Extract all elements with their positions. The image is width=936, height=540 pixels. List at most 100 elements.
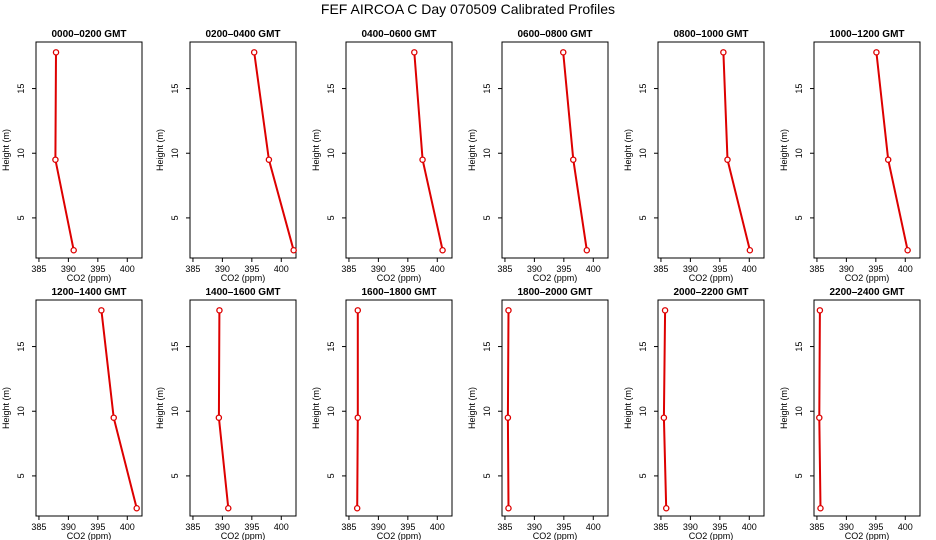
x-tick-label: 385 xyxy=(185,264,200,274)
x-tick-label: 400 xyxy=(898,522,913,532)
panel-title: 0600–0800 GMT xyxy=(517,29,592,40)
data-point xyxy=(583,246,591,254)
data-point xyxy=(661,307,669,314)
panel-title: 1200–1400 GMT xyxy=(51,287,126,298)
y-tick-label: 5 xyxy=(638,473,648,478)
data-point xyxy=(662,504,670,512)
y-tick-label: 5 xyxy=(16,215,26,220)
y-tick-label: 10 xyxy=(794,406,804,416)
data-point xyxy=(884,156,892,163)
profile-line xyxy=(100,310,138,509)
data-point xyxy=(290,246,297,254)
plot-frame xyxy=(501,41,609,259)
profile-panel-12: 2200–2400 GMT 385 390 395 400 CO2 (ppm) 5 10 15 H… xyxy=(779,287,921,540)
x-axis-label: CO2 (ppm) xyxy=(533,273,578,283)
data-point xyxy=(353,504,361,512)
y-axis-label: Height (m) xyxy=(779,129,789,171)
panel-title: 2000–2200 GMT xyxy=(673,287,748,298)
x-tick-label: 395 xyxy=(868,264,883,274)
data-point xyxy=(816,307,824,314)
y-axis-label: Height (m) xyxy=(1,387,11,429)
y-tick-label: 5 xyxy=(326,473,336,478)
x-tick-label: 385 xyxy=(497,522,512,532)
x-tick-label: 385 xyxy=(809,264,824,274)
plot-frame xyxy=(813,41,921,259)
x-tick-label: 390 xyxy=(371,264,386,274)
data-point xyxy=(504,414,512,421)
profile-panel-10: 1800–2000 GMT 385 390 395 400 CO2 (ppm) 5 10 15 H… xyxy=(467,287,609,540)
x-tick-label: 400 xyxy=(274,522,289,532)
y-axis-label: Height (m) xyxy=(311,129,321,171)
x-tick-label: 385 xyxy=(341,264,356,274)
data-point xyxy=(570,156,577,163)
x-tick-label: 400 xyxy=(742,522,757,532)
data-point xyxy=(265,156,273,163)
x-tick-label: 390 xyxy=(215,522,230,532)
y-tick-label: 10 xyxy=(326,148,336,158)
profile-line xyxy=(722,52,751,251)
x-tick-label: 390 xyxy=(683,264,698,274)
x-tick-label: 395 xyxy=(868,522,883,532)
data-point xyxy=(559,49,567,56)
y-tick-label: 10 xyxy=(638,148,648,158)
data-point xyxy=(411,49,418,56)
y-tick-label: 5 xyxy=(794,473,804,478)
x-tick-label: 390 xyxy=(371,522,386,532)
profile-line xyxy=(506,310,510,509)
plot-frame xyxy=(657,299,765,517)
profile-line xyxy=(562,52,588,251)
x-axis-label: CO2 (ppm) xyxy=(533,531,578,540)
data-point xyxy=(660,414,668,421)
data-point xyxy=(419,156,426,163)
x-tick-label: 395 xyxy=(90,264,105,274)
data-point xyxy=(133,504,140,512)
x-tick-label: 390 xyxy=(527,522,542,532)
x-tick-label: 395 xyxy=(90,522,105,532)
y-tick-label: 5 xyxy=(170,215,180,220)
x-tick-label: 385 xyxy=(341,522,356,532)
data-point xyxy=(70,246,77,254)
x-tick-label: 400 xyxy=(430,264,445,274)
x-tick-label: 400 xyxy=(274,264,289,274)
plot-frame xyxy=(35,299,143,517)
y-tick-label: 10 xyxy=(326,406,336,416)
y-axis-label: Height (m) xyxy=(467,129,477,171)
panel-title: 0400–0600 GMT xyxy=(361,29,436,40)
y-tick-label: 10 xyxy=(794,148,804,158)
y-axis-label: Height (m) xyxy=(467,387,477,429)
y-tick-label: 15 xyxy=(326,84,336,94)
profile-panel-8: 1400–1600 GMT 385 390 395 400 CO2 (ppm) 5 10 15 H… xyxy=(155,287,297,540)
y-axis-label: Height (m) xyxy=(155,129,165,171)
x-tick-label: 385 xyxy=(809,522,824,532)
y-tick-label: 5 xyxy=(16,473,26,478)
figure-title: FEF AIRCOA C Day 070509 Calibrated Profi… xyxy=(320,1,616,17)
y-tick-label: 10 xyxy=(170,148,180,158)
y-tick-label: 15 xyxy=(16,342,26,352)
x-tick-label: 395 xyxy=(556,264,571,274)
panel-title: 1400–1600 GMT xyxy=(205,287,280,298)
data-point xyxy=(904,246,911,254)
y-axis-label: Height (m) xyxy=(779,387,789,429)
profile-line xyxy=(217,310,230,509)
profile-panel-2: 0200–0400 GMT 385 390 395 400 CO2 (ppm) 5 10 15 H… xyxy=(155,29,297,283)
data-point xyxy=(52,156,59,163)
plot-frame xyxy=(35,41,143,259)
y-tick-label: 15 xyxy=(482,84,492,94)
panel-title: 0200–0400 GMT xyxy=(205,29,280,40)
x-axis-label: CO2 (ppm) xyxy=(221,273,266,283)
x-axis-label: CO2 (ppm) xyxy=(221,531,266,540)
plot-frame xyxy=(657,41,765,259)
y-tick-label: 5 xyxy=(638,215,648,220)
y-axis-label: Height (m) xyxy=(623,129,633,171)
x-tick-label: 390 xyxy=(683,522,698,532)
data-point xyxy=(215,414,223,421)
x-tick-label: 385 xyxy=(497,264,512,274)
y-tick-label: 5 xyxy=(482,215,492,220)
profile-line xyxy=(253,52,295,251)
x-axis-label: CO2 (ppm) xyxy=(67,273,112,283)
y-tick-label: 15 xyxy=(794,342,804,352)
x-tick-label: 400 xyxy=(120,264,135,274)
x-tick-label: 395 xyxy=(244,522,259,532)
x-tick-label: 385 xyxy=(31,522,46,532)
